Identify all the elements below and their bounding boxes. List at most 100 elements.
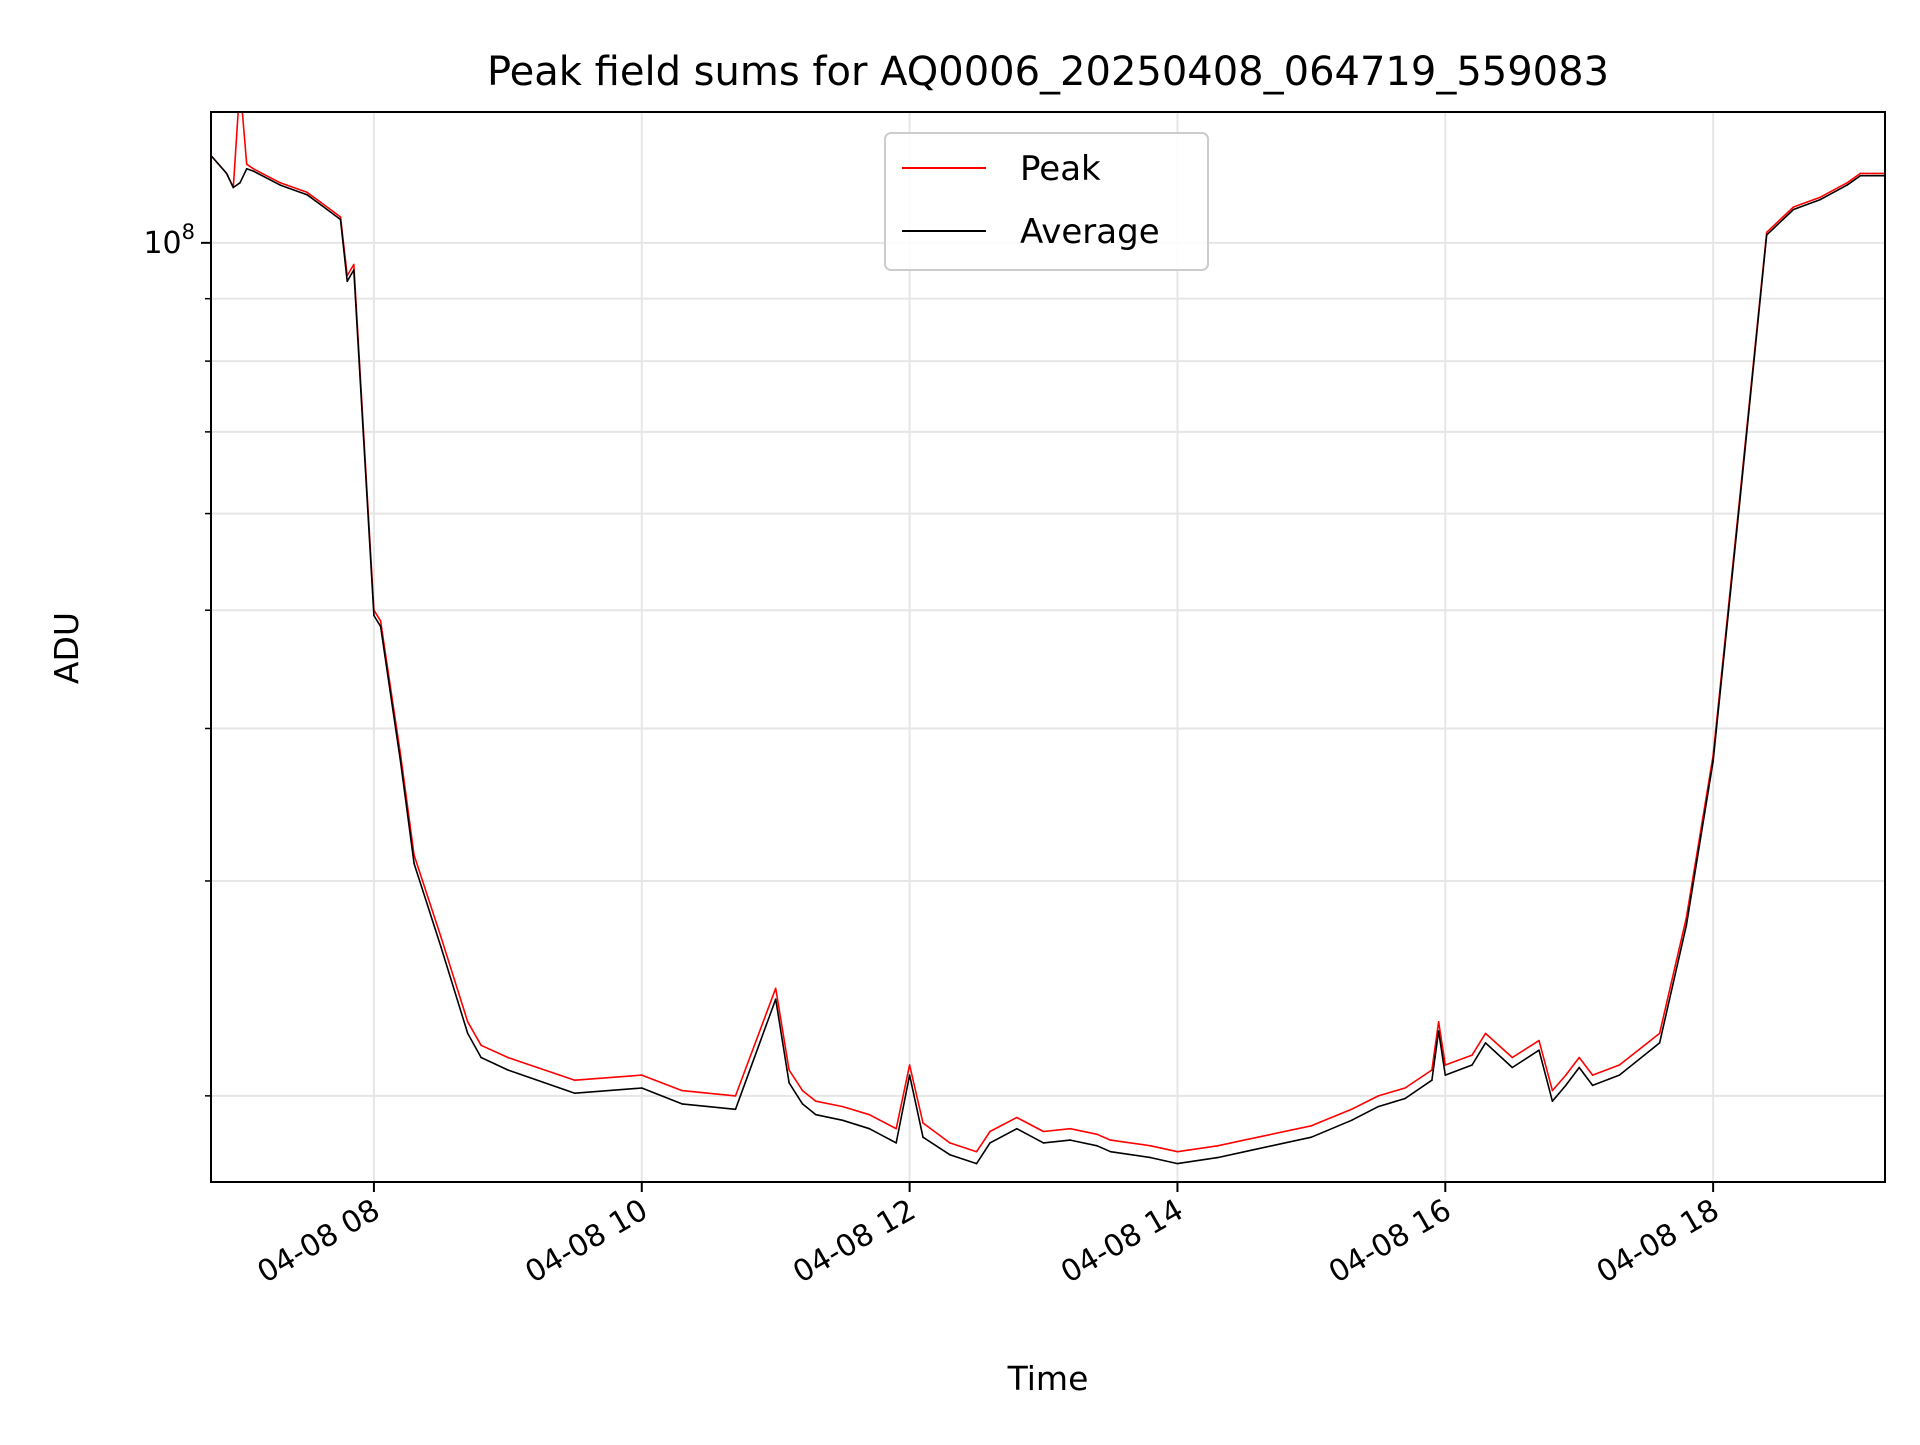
data-point-peak — [466, 1021, 469, 1023]
data-point-average — [1565, 1084, 1567, 1087]
data-point-average — [1109, 1150, 1112, 1153]
data-point-peak — [975, 1150, 978, 1153]
data-point-peak — [353, 263, 355, 266]
data-point-peak — [1444, 1064, 1447, 1066]
data-point-peak — [815, 1100, 817, 1102]
plot-frame — [210, 111, 1886, 1183]
data-point-average — [1873, 174, 1875, 177]
data-point-average — [339, 218, 342, 221]
y-tick-label: 108 — [143, 220, 195, 261]
data-point-peak — [1484, 1032, 1487, 1035]
data-point-peak — [1551, 1089, 1554, 1092]
data-point-peak — [1859, 172, 1862, 175]
legend-label-peak: Peak — [1020, 149, 1101, 189]
data-point-average — [1591, 1084, 1594, 1087]
x-axis-label: Time — [1007, 1359, 1089, 1398]
data-point-average — [1471, 1064, 1473, 1066]
data-point-average — [788, 1082, 790, 1084]
data-point-average — [279, 184, 282, 186]
data-point-peak — [507, 1056, 509, 1059]
data-point-average — [1712, 760, 1714, 763]
data-point-peak — [245, 163, 248, 165]
data-point-peak — [641, 1074, 643, 1076]
data-point-peak — [908, 1064, 911, 1066]
data-point-average — [353, 269, 355, 271]
data-point-average — [1437, 1030, 1440, 1032]
data-point-peak — [1216, 1145, 1219, 1147]
series-layer — [211, 112, 1885, 1165]
data-point-average — [574, 1092, 576, 1094]
data-point-average — [413, 862, 415, 865]
data-point-peak — [440, 936, 442, 938]
data-point-average — [922, 1136, 924, 1138]
data-point-average — [801, 1103, 804, 1105]
data-point-average — [386, 671, 389, 673]
data-point-average — [1069, 1139, 1072, 1141]
data-point-peak — [1511, 1056, 1514, 1059]
data-point-peak — [1471, 1054, 1473, 1056]
data-point-average — [1859, 174, 1862, 177]
data-point-average — [774, 998, 777, 1000]
data-point-average — [306, 193, 308, 196]
data-point-peak — [1591, 1074, 1594, 1076]
data-point-average — [440, 945, 442, 948]
data-point-average — [466, 1032, 469, 1035]
data-point-peak — [1176, 1150, 1179, 1153]
data-point-peak — [734, 1095, 737, 1097]
data-point-average — [1350, 1119, 1353, 1122]
data-point-peak — [1310, 1125, 1313, 1127]
data-point-peak — [1109, 1139, 1112, 1141]
data-point-average — [681, 1103, 683, 1105]
data-point-average — [1618, 1074, 1621, 1076]
data-point-peak — [1565, 1074, 1567, 1076]
data-point-average — [480, 1056, 482, 1059]
data-point-average — [399, 761, 402, 764]
data-point-peak — [1350, 1108, 1353, 1111]
data-point-average — [975, 1162, 978, 1165]
data-point-average — [868, 1127, 871, 1130]
data-point-average — [319, 203, 322, 206]
data-point-peak — [480, 1044, 482, 1047]
data-point-average — [1149, 1156, 1152, 1159]
data-point-peak — [379, 620, 382, 622]
legend-label-average: Average — [1020, 212, 1160, 252]
series-line-average — [211, 154, 1885, 1165]
data-point-average — [333, 213, 335, 216]
data-point-average — [1538, 1049, 1540, 1051]
data-point-average — [1257, 1148, 1259, 1150]
data-point-average — [1819, 198, 1822, 201]
data-point-peak — [989, 1130, 991, 1133]
data-point-average — [1377, 1105, 1380, 1108]
data-point-average — [949, 1153, 951, 1156]
data-point-average — [507, 1069, 509, 1071]
data-point-peak — [1765, 231, 1768, 234]
data-point-peak — [681, 1089, 683, 1092]
data-point-peak — [788, 1069, 790, 1071]
data-point-peak — [279, 182, 282, 184]
data-point-peak — [339, 216, 342, 218]
data-point-peak — [1257, 1136, 1259, 1138]
data-point-average — [239, 182, 241, 184]
data-point-peak — [1792, 206, 1795, 208]
data-point-peak — [1538, 1039, 1540, 1042]
data-point-average — [346, 280, 349, 283]
data-point-average — [1431, 1079, 1433, 1081]
data-point-peak — [949, 1142, 951, 1144]
data-point-peak — [774, 987, 777, 990]
data-point-average — [1096, 1145, 1098, 1147]
data-point-average — [252, 170, 255, 172]
data-point-peak — [1069, 1127, 1072, 1130]
data-point-average — [1792, 208, 1795, 211]
data-point-peak — [252, 168, 255, 170]
data-point-average — [1042, 1142, 1045, 1144]
data-point-average — [1846, 184, 1848, 186]
data-point-peak — [1042, 1130, 1045, 1133]
data-point-average — [1578, 1066, 1580, 1069]
data-point-average — [1444, 1074, 1447, 1076]
data-point-average — [245, 168, 248, 170]
legend: Peak Average — [884, 132, 1209, 271]
data-point-average — [1484, 1042, 1487, 1044]
data-point-peak — [319, 201, 322, 203]
